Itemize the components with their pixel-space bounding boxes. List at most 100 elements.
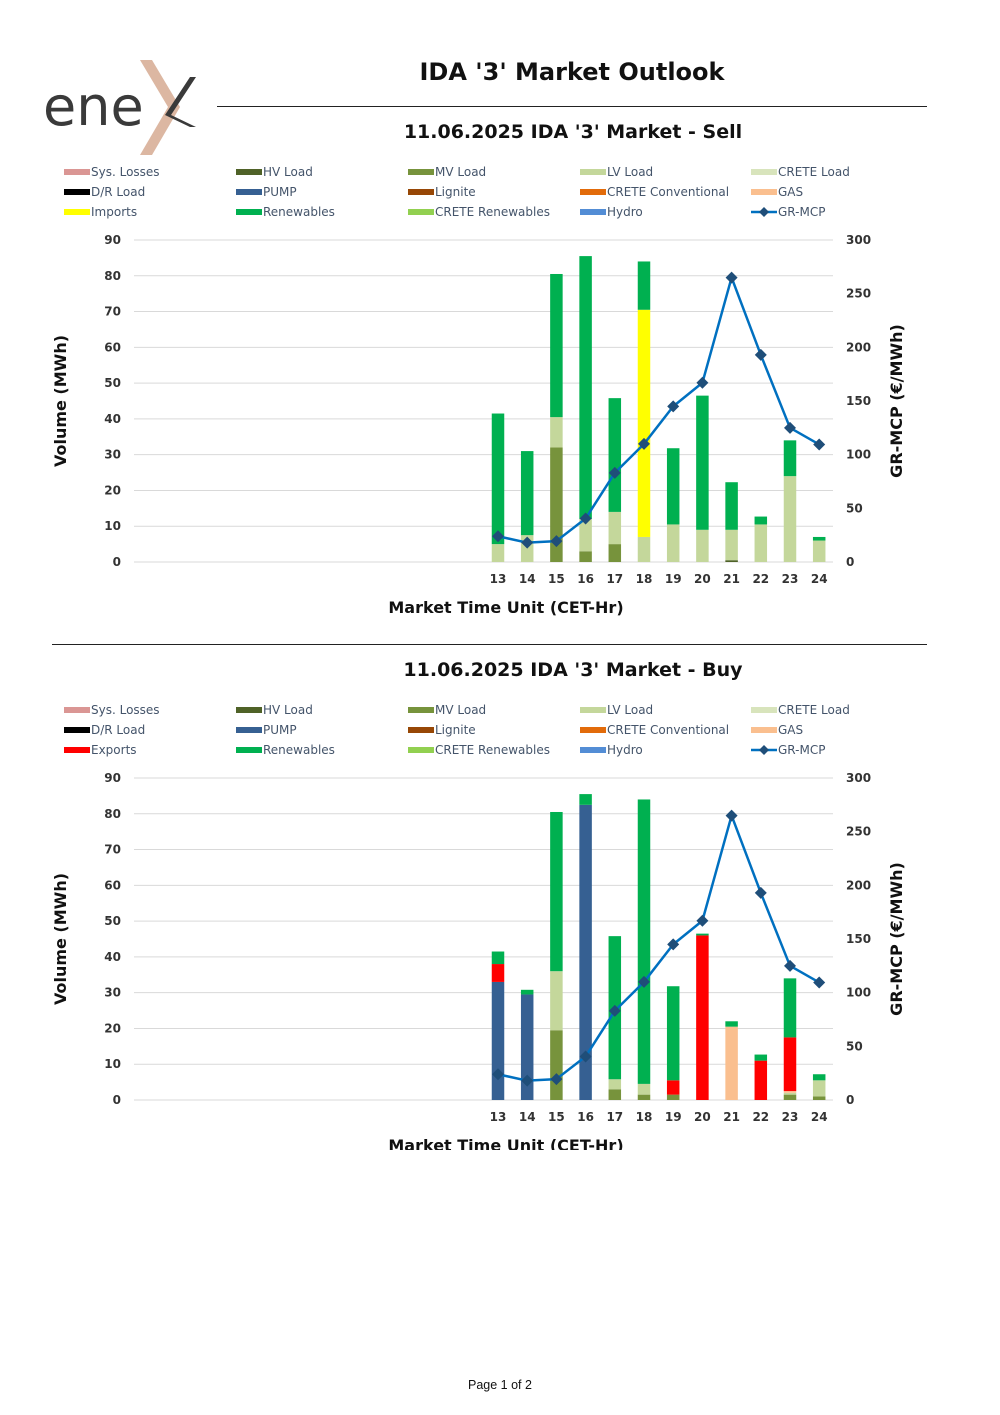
sell-x-tick-label: 18: [636, 572, 653, 586]
sell-legend-item: LV Load: [580, 165, 653, 179]
sell-bar-segment: [550, 417, 563, 448]
sell-legend-swatch: [64, 169, 90, 175]
buy-y2-tick-label: 300: [846, 771, 871, 785]
buy-price-marker: [667, 938, 680, 951]
sell-legend-item: Hydro: [580, 205, 643, 219]
buy-bar-segment: [579, 794, 592, 805]
buy-bar-segment: [754, 1060, 768, 1100]
buy-legend-item: Hydro: [580, 743, 643, 757]
sell-y-tick-label: 70: [104, 305, 121, 319]
sell-x-tick-label: 20: [694, 572, 711, 586]
sell-price-marker: [638, 437, 650, 450]
buy-legend-item: CRETE Load: [751, 703, 850, 717]
sell-bar-segment: [550, 273, 563, 418]
buy-legend-item: CRETE Conventional: [580, 723, 729, 737]
buy-legend-item: Exports: [64, 743, 137, 757]
sell-y-tick-label: 0: [113, 555, 121, 569]
sell-y-tick-label: 50: [104, 376, 121, 390]
buy-legend-label: Exports: [91, 743, 137, 757]
sell-legend-label: D/R Load: [91, 185, 145, 199]
buy-bar-segment: [696, 933, 709, 936]
buy-legend-label: GR-MCP: [778, 743, 825, 757]
sell-x-tick-label: 19: [665, 572, 682, 586]
sell-x-axis-title: Market Time Unit (CET-Hr): [388, 598, 623, 617]
buy-bar-segment: [608, 1089, 622, 1100]
buy-x-tick-label: 15: [548, 1110, 565, 1124]
sell-bar-segment: [579, 519, 592, 552]
buy-price-marker: [813, 976, 826, 989]
sell-y2-tick-label: 0: [846, 555, 854, 569]
sell-bar-segment: [491, 544, 505, 562]
buy-bar-segment: [550, 1030, 563, 1100]
buy-legend-swatch: [580, 747, 606, 753]
buy-x-tick-label: 23: [782, 1110, 799, 1124]
buy-x-tick-label: 19: [665, 1110, 682, 1124]
buy-chart: 11.06.2025 IDA '3' Market - Buy Sys. Loss…: [0, 650, 1000, 1150]
buy-y2-tick-label: 50: [846, 1039, 863, 1053]
sell-y-axis-title: Volume (MWh): [51, 335, 70, 467]
buy-price-marker: [638, 975, 650, 988]
buy-legend-swatch: [751, 727, 777, 733]
sell-chart: 11.06.2025 IDA '3' Market - Sell Sys. Los…: [0, 112, 1000, 622]
sell-y-tick-label: 10: [104, 519, 121, 533]
sell-bar-segment: [754, 516, 768, 525]
buy-price-marker: [696, 914, 709, 927]
buy-y-tick-label: 40: [104, 950, 121, 964]
buy-bar-segment: [550, 971, 563, 1031]
buy-y-tick-label: 60: [104, 878, 121, 892]
sell-legend-item: Imports: [64, 205, 137, 219]
sell-legend-swatch: [236, 209, 262, 215]
sell-y-tick-label: 20: [104, 483, 121, 497]
buy-y-tick-label: 20: [104, 1021, 121, 1035]
sell-x-tick-label: 24: [811, 572, 828, 586]
sell-legend-label: MV Load: [435, 165, 486, 179]
sell-legend-item: D/R Load: [64, 185, 145, 199]
sell-price-line: [497, 276, 820, 544]
sell-legend-swatch: [236, 169, 262, 175]
enex-logo: ene: [40, 55, 205, 160]
sell-bar-segment: [696, 395, 709, 530]
buy-legend-label: CRETE Renewables: [435, 743, 550, 757]
sell-price-marker: [608, 466, 621, 479]
sell-bar-segment: [666, 448, 680, 525]
buy-y-tick-label: 10: [104, 1057, 121, 1071]
buy-x-tick-label: 17: [606, 1110, 623, 1124]
sell-legend-swatch: [751, 169, 777, 175]
sell-bar-segment: [812, 540, 826, 562]
buy-bar-segment: [812, 1096, 826, 1100]
sell-bar-segment: [783, 440, 797, 477]
sell-x-tick-label: 14: [519, 572, 536, 586]
sell-bar-segment: [637, 261, 651, 310]
sell-bar-segment: [696, 529, 709, 562]
buy-price-marker: [754, 886, 767, 899]
sell-legend-label: HV Load: [263, 165, 313, 179]
buy-bar-segment: [579, 804, 592, 1100]
buy-legend-label: MV Load: [435, 703, 486, 717]
sell-bar-segment: [520, 451, 534, 536]
buy-legend-label: Hydro: [607, 743, 643, 757]
sell-bar-segment: [608, 511, 622, 545]
sell-bar-segment: [608, 398, 622, 512]
sell-y2-axis-title: GR-MCP (€/MWh): [887, 324, 906, 478]
buy-bar-segment: [783, 1037, 797, 1092]
sell-x-tick-label: 21: [723, 572, 740, 586]
sell-x-tick-label: 23: [782, 572, 799, 586]
buy-bar-segment: [550, 811, 563, 972]
section-divider: [52, 644, 927, 645]
sell-price-marker: [667, 400, 680, 413]
buy-y2-tick-label: 250: [846, 825, 871, 839]
sell-price-marker: [579, 512, 592, 525]
sell-x-tick-label: 13: [490, 572, 507, 586]
sell-legend-item: MV Load: [408, 165, 486, 179]
buy-price-marker: [725, 809, 738, 822]
buy-legend-swatch: [751, 707, 777, 713]
buy-bar-segment: [725, 1021, 738, 1027]
buy-legend-label: PUMP: [263, 723, 297, 737]
sell-y2-tick-label: 100: [846, 448, 871, 462]
sell-bar-segment: [637, 309, 651, 537]
sell-y2-tick-label: 150: [846, 394, 871, 408]
sell-bar-segment: [812, 536, 826, 541]
sell-y2-tick-label: 250: [846, 287, 871, 301]
buy-bar-segment: [637, 1094, 651, 1100]
sell-price-marker: [725, 271, 738, 284]
